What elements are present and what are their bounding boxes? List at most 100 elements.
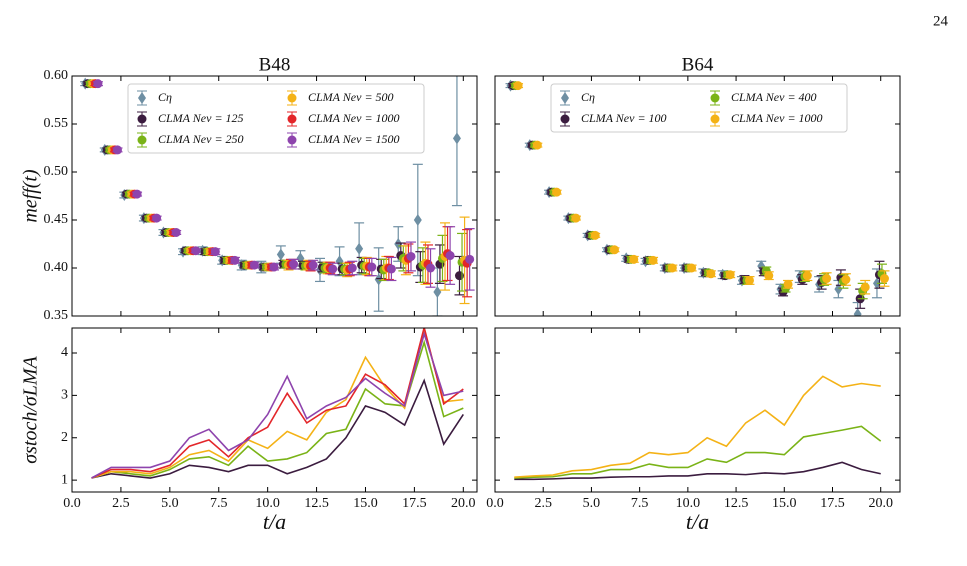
- axes-frame: [494, 327, 901, 493]
- legend-label: CLMA Nev = 400: [731, 90, 817, 104]
- x-tick-label: 10.0: [255, 496, 280, 511]
- marker: [667, 263, 677, 273]
- marker: [367, 262, 377, 272]
- y-axis-label: meff(t): [20, 169, 42, 223]
- marker: [648, 255, 658, 265]
- marker: [112, 145, 122, 155]
- panel-title: B48: [259, 54, 291, 75]
- marker: [452, 132, 461, 145]
- x-tick-label: 0.0: [63, 496, 81, 511]
- axes-frame: [71, 327, 478, 493]
- x-tick-label: 12.5: [724, 496, 749, 511]
- line: [91, 328, 464, 479]
- legend-label: CLMA Nev = 125: [158, 111, 244, 125]
- marker: [426, 263, 436, 273]
- marker: [834, 283, 843, 296]
- line: [514, 425, 882, 479]
- marker: [725, 270, 735, 280]
- marker: [191, 246, 201, 256]
- line: [514, 375, 881, 478]
- legend-marker: [137, 114, 147, 124]
- legend-marker: [561, 92, 569, 104]
- marker: [513, 81, 523, 91]
- marker: [465, 254, 475, 264]
- plot-area: [91, 328, 464, 479]
- marker: [328, 264, 338, 274]
- legend-marker: [287, 93, 297, 103]
- marker: [355, 242, 364, 255]
- marker: [445, 251, 455, 261]
- legend-marker: [287, 135, 297, 145]
- marker: [609, 245, 619, 255]
- marker: [308, 260, 318, 270]
- y-tick-label: 4: [61, 345, 68, 360]
- plot-area: [80, 76, 475, 316]
- legend-marker: [287, 114, 297, 124]
- x-tick-label: 0.0: [486, 496, 504, 511]
- y-tick-label: 0.55: [44, 116, 69, 131]
- marker: [879, 274, 889, 284]
- marker: [347, 263, 357, 273]
- marker: [132, 189, 142, 199]
- legend-label: Cη: [581, 90, 595, 104]
- marker: [454, 271, 464, 281]
- marker: [571, 213, 581, 223]
- x-tick-label: 15.0: [772, 496, 797, 511]
- y-tick-label: 2: [61, 430, 68, 445]
- plot-area: [514, 375, 882, 481]
- x-tick-label: 5.0: [583, 496, 601, 511]
- marker: [276, 248, 285, 261]
- y-tick-label: 0.50: [44, 164, 69, 179]
- marker: [744, 275, 754, 285]
- marker: [764, 271, 774, 281]
- legend-marker: [710, 114, 720, 124]
- marker: [406, 251, 416, 261]
- marker: [230, 255, 240, 265]
- legend-box: [127, 83, 425, 154]
- panel-title: B64: [682, 54, 714, 75]
- marker: [706, 269, 716, 279]
- x-tick-label: 2.5: [534, 496, 552, 511]
- marker: [249, 260, 259, 270]
- marker: [93, 79, 103, 89]
- plot-area: [505, 79, 890, 316]
- legend-label: CLMA Nev = 250: [158, 132, 244, 146]
- legend-box: [550, 83, 848, 133]
- line: [91, 331, 464, 479]
- x-tick-label: 20.0: [451, 496, 476, 511]
- marker: [860, 282, 870, 292]
- x-tick-label: 10.0: [676, 496, 701, 511]
- marker: [269, 262, 279, 272]
- line: [91, 328, 464, 479]
- legend-marker: [137, 135, 147, 145]
- marker: [822, 274, 832, 284]
- y-tick-label: 1: [61, 472, 68, 487]
- marker: [171, 227, 181, 237]
- marker: [590, 230, 600, 240]
- x-tick-label: 7.5: [631, 496, 649, 511]
- legend-label: CLMA Nev = 1000: [308, 111, 400, 125]
- x-tick-label: 15.0: [353, 496, 378, 511]
- axes-frame: [71, 75, 478, 317]
- y-tick-label: 0.35: [44, 308, 69, 323]
- marker: [210, 247, 220, 257]
- marker: [802, 271, 812, 281]
- y-tick-label: 0.40: [44, 260, 69, 275]
- marker: [289, 259, 299, 269]
- marker: [841, 275, 851, 285]
- legend-label: CLMA Nev = 1000: [731, 111, 823, 125]
- y-axis-label: σstoch/σLMA: [20, 355, 42, 463]
- legend-label: Cη: [158, 90, 172, 104]
- legend-marker: [138, 92, 146, 104]
- legend-label: CLMA Nev = 100: [581, 111, 667, 125]
- y-tick-label: 0.45: [44, 212, 69, 227]
- legend-label: CLMA Nev = 500: [308, 90, 394, 104]
- x-tick-label: 20.0: [868, 496, 893, 511]
- marker: [687, 263, 697, 273]
- legend-marker: [560, 114, 570, 124]
- x-tick-label: 7.5: [210, 496, 228, 511]
- y-tick-label: 0.60: [44, 68, 69, 83]
- marker: [413, 214, 422, 226]
- marker: [629, 254, 639, 264]
